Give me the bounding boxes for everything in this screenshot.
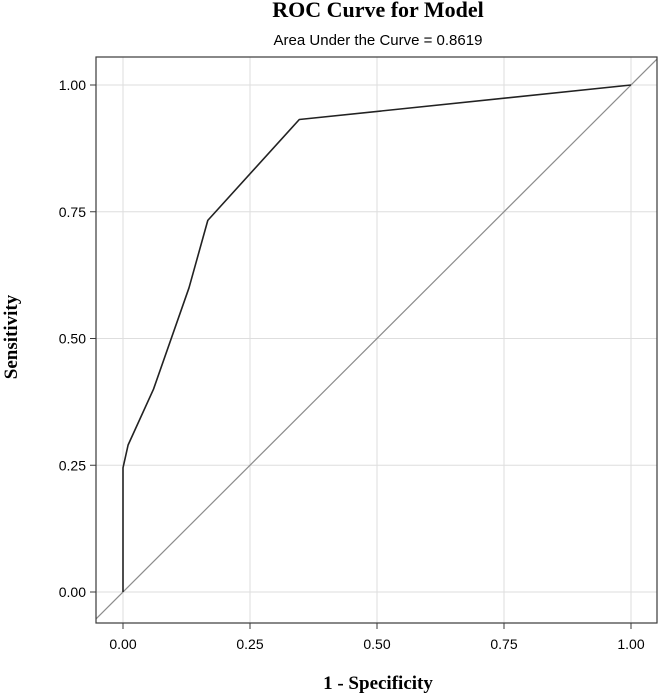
- x-axis-ticks: 0.00 0.25 0.50 0.75 1.00: [109, 623, 645, 652]
- x-tick-label: 1.00: [617, 636, 644, 652]
- roc-curve: [122, 84, 632, 592]
- x-tick-label: 0.25: [236, 636, 263, 652]
- x-tick-label: 0.75: [490, 636, 517, 652]
- y-tick-label: 0.50: [59, 331, 86, 347]
- y-tick-label: 0.25: [59, 457, 86, 473]
- x-tick-label: 0.00: [109, 636, 136, 652]
- y-axis-label: Sensitivity: [1, 294, 22, 379]
- roc-curve-line: [122, 84, 632, 592]
- x-axis-label: 1 - Specificity: [323, 673, 433, 694]
- chart-subtitle: Area Under the Curve = 0.8619: [274, 32, 483, 49]
- grid-lines: [96, 57, 657, 623]
- y-axis-ticks: 0.00 0.25 0.50 0.75 1.00: [59, 77, 96, 600]
- x-tick-label: 0.50: [363, 636, 390, 652]
- diagonal-line: [95, 58, 658, 620]
- y-tick-label: 1.00: [59, 77, 86, 93]
- y-tick-label: 0.75: [59, 204, 86, 220]
- y-tick-label: 0.00: [59, 584, 86, 600]
- reference-diagonal: [95, 58, 658, 620]
- chart-title: ROC Curve for Model: [272, 0, 484, 22]
